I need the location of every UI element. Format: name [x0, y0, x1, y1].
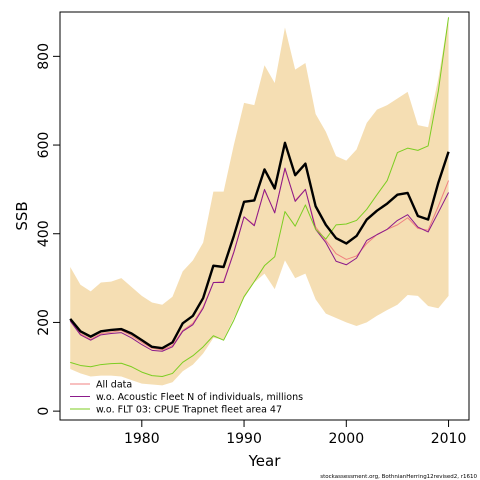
y-axis: 0 200 400 600 800: [36, 43, 60, 416]
x-axis-title: Year: [248, 452, 282, 470]
x-tick-label: 1990: [226, 431, 262, 447]
confidence-band-layer: [70, 16, 449, 386]
y-tick-label: 400: [36, 220, 52, 247]
x-tick-label: 1980: [124, 431, 160, 447]
legend-label: w.o. FLT 03: CPUE Trapnet fleet area 47: [96, 405, 282, 416]
series-line-2: [70, 17, 450, 378]
y-axis-title: SSB: [13, 201, 31, 230]
y-tick-label: 200: [36, 309, 52, 336]
series-layer: [69, 17, 450, 378]
x-tick-label: 2010: [431, 431, 467, 447]
plot-frame: [59, 11, 470, 421]
series-line-1: [69, 167, 449, 352]
legend-label: w.o. Acoustic Fleet N of individuals, mi…: [96, 392, 303, 403]
footnote-credit: stockassessment.org, BothnianHerring12re…: [320, 474, 477, 480]
y-tick-label: 800: [36, 43, 52, 70]
x-axis: 1980 1990 2000 2010: [124, 420, 466, 447]
legend-label: All data: [96, 380, 132, 391]
confidence-band: [70, 16, 449, 386]
x-tick-label: 2000: [328, 431, 364, 447]
y-tick-label: 0: [36, 407, 52, 416]
y-tick-label: 600: [36, 132, 52, 159]
series-line-3: [69, 141, 450, 350]
